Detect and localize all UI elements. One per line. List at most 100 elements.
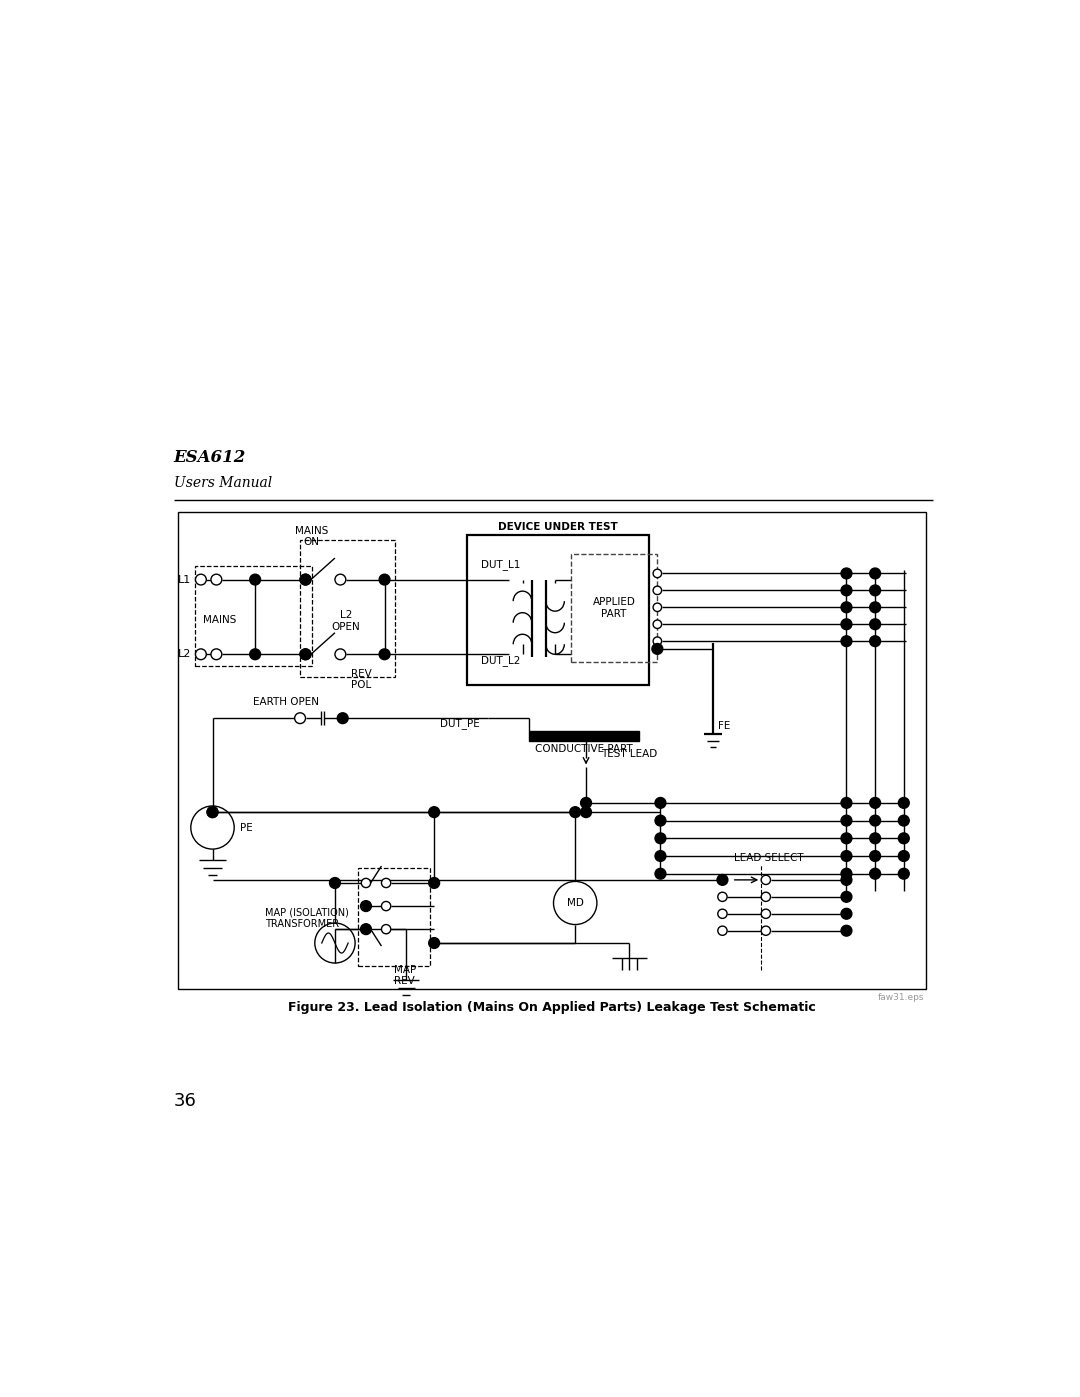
Circle shape [653, 637, 662, 645]
Text: DUT_L1: DUT_L1 [481, 559, 521, 570]
Circle shape [656, 869, 666, 879]
Circle shape [761, 876, 770, 884]
Circle shape [841, 833, 852, 844]
Circle shape [195, 574, 206, 585]
Circle shape [841, 908, 852, 919]
Circle shape [381, 925, 391, 933]
Circle shape [841, 869, 852, 879]
Circle shape [717, 875, 728, 886]
Circle shape [653, 620, 662, 629]
Circle shape [718, 909, 727, 918]
Circle shape [656, 851, 666, 862]
Circle shape [362, 901, 370, 911]
Circle shape [899, 798, 909, 809]
Text: MAINS: MAINS [203, 615, 237, 624]
Circle shape [211, 648, 221, 659]
Circle shape [841, 875, 852, 886]
Circle shape [841, 851, 852, 862]
Circle shape [656, 816, 666, 826]
Circle shape [869, 602, 880, 613]
Circle shape [361, 901, 372, 911]
Circle shape [841, 891, 852, 902]
Text: MD: MD [567, 898, 583, 908]
Circle shape [653, 604, 662, 612]
Bar [195, 566, 312, 666]
Circle shape [653, 569, 662, 578]
Circle shape [379, 648, 390, 659]
Circle shape [337, 712, 348, 724]
Circle shape [653, 587, 662, 595]
Text: L2
OPEN: L2 OPEN [332, 610, 360, 631]
Text: FE: FE [718, 721, 730, 731]
Circle shape [841, 569, 852, 578]
Text: DEVICE UNDER TEST: DEVICE UNDER TEST [498, 522, 618, 532]
Circle shape [300, 574, 311, 585]
Text: TEST LEAD: TEST LEAD [602, 749, 658, 760]
Circle shape [841, 798, 852, 809]
Text: Users Manual: Users Manual [174, 476, 272, 490]
Circle shape [249, 648, 260, 659]
Circle shape [718, 893, 727, 901]
Circle shape [207, 806, 218, 817]
Circle shape [869, 636, 880, 647]
Text: APPLIED
PART: APPLIED PART [593, 598, 635, 619]
Circle shape [841, 925, 852, 936]
Circle shape [841, 602, 852, 613]
Circle shape [869, 833, 880, 844]
Text: MAP (ISOLATION)
TRANSFORMER: MAP (ISOLATION) TRANSFORMER [266, 908, 349, 929]
Circle shape [869, 798, 880, 809]
Circle shape [656, 833, 666, 844]
Bar [529, 731, 638, 742]
Text: ESA612: ESA612 [174, 448, 246, 465]
Circle shape [362, 925, 370, 933]
Circle shape [381, 901, 391, 911]
Text: L1: L1 [177, 574, 191, 584]
Text: MAINS
ON: MAINS ON [295, 525, 328, 548]
Circle shape [581, 798, 592, 809]
Bar [177, 511, 926, 989]
Circle shape [207, 806, 218, 817]
Circle shape [300, 648, 311, 659]
Circle shape [249, 574, 260, 585]
Circle shape [869, 585, 880, 595]
Circle shape [869, 869, 880, 879]
Text: Figure 23. Lead Isolation (Mains On Applied Parts) Leakage Test Schematic: Figure 23. Lead Isolation (Mains On Appl… [287, 1002, 815, 1014]
Circle shape [429, 806, 440, 817]
Circle shape [381, 879, 391, 887]
Circle shape [300, 648, 311, 659]
Text: DUT_L2: DUT_L2 [481, 655, 521, 666]
Circle shape [899, 869, 909, 879]
Bar [467, 535, 649, 685]
Text: CONDUCTIVE PART: CONDUCTIVE PART [535, 745, 633, 754]
Circle shape [899, 833, 909, 844]
Circle shape [869, 816, 880, 826]
Text: faw31.eps: faw31.eps [877, 993, 924, 1002]
Circle shape [899, 816, 909, 826]
Circle shape [718, 876, 727, 884]
Circle shape [718, 926, 727, 936]
Circle shape [362, 879, 370, 887]
Circle shape [869, 619, 880, 630]
Circle shape [335, 574, 346, 585]
Text: L2: L2 [177, 650, 191, 659]
Text: MAP
REV: MAP REV [393, 964, 416, 986]
Circle shape [841, 585, 852, 595]
Text: DUT_PE: DUT_PE [441, 718, 480, 729]
Circle shape [570, 806, 581, 817]
Circle shape [379, 574, 390, 585]
Circle shape [300, 574, 311, 585]
Text: 36: 36 [174, 1092, 197, 1109]
Circle shape [429, 937, 440, 949]
Circle shape [295, 712, 306, 724]
Circle shape [211, 574, 221, 585]
Circle shape [841, 619, 852, 630]
Circle shape [869, 569, 880, 578]
Circle shape [335, 648, 346, 659]
Circle shape [652, 644, 663, 654]
Text: LEAD SELECT: LEAD SELECT [734, 854, 804, 863]
Text: EARTH OPEN: EARTH OPEN [253, 697, 319, 707]
Circle shape [329, 877, 340, 888]
Text: REV
POL: REV POL [351, 669, 372, 690]
Text: PE: PE [241, 823, 253, 833]
Circle shape [195, 648, 206, 659]
